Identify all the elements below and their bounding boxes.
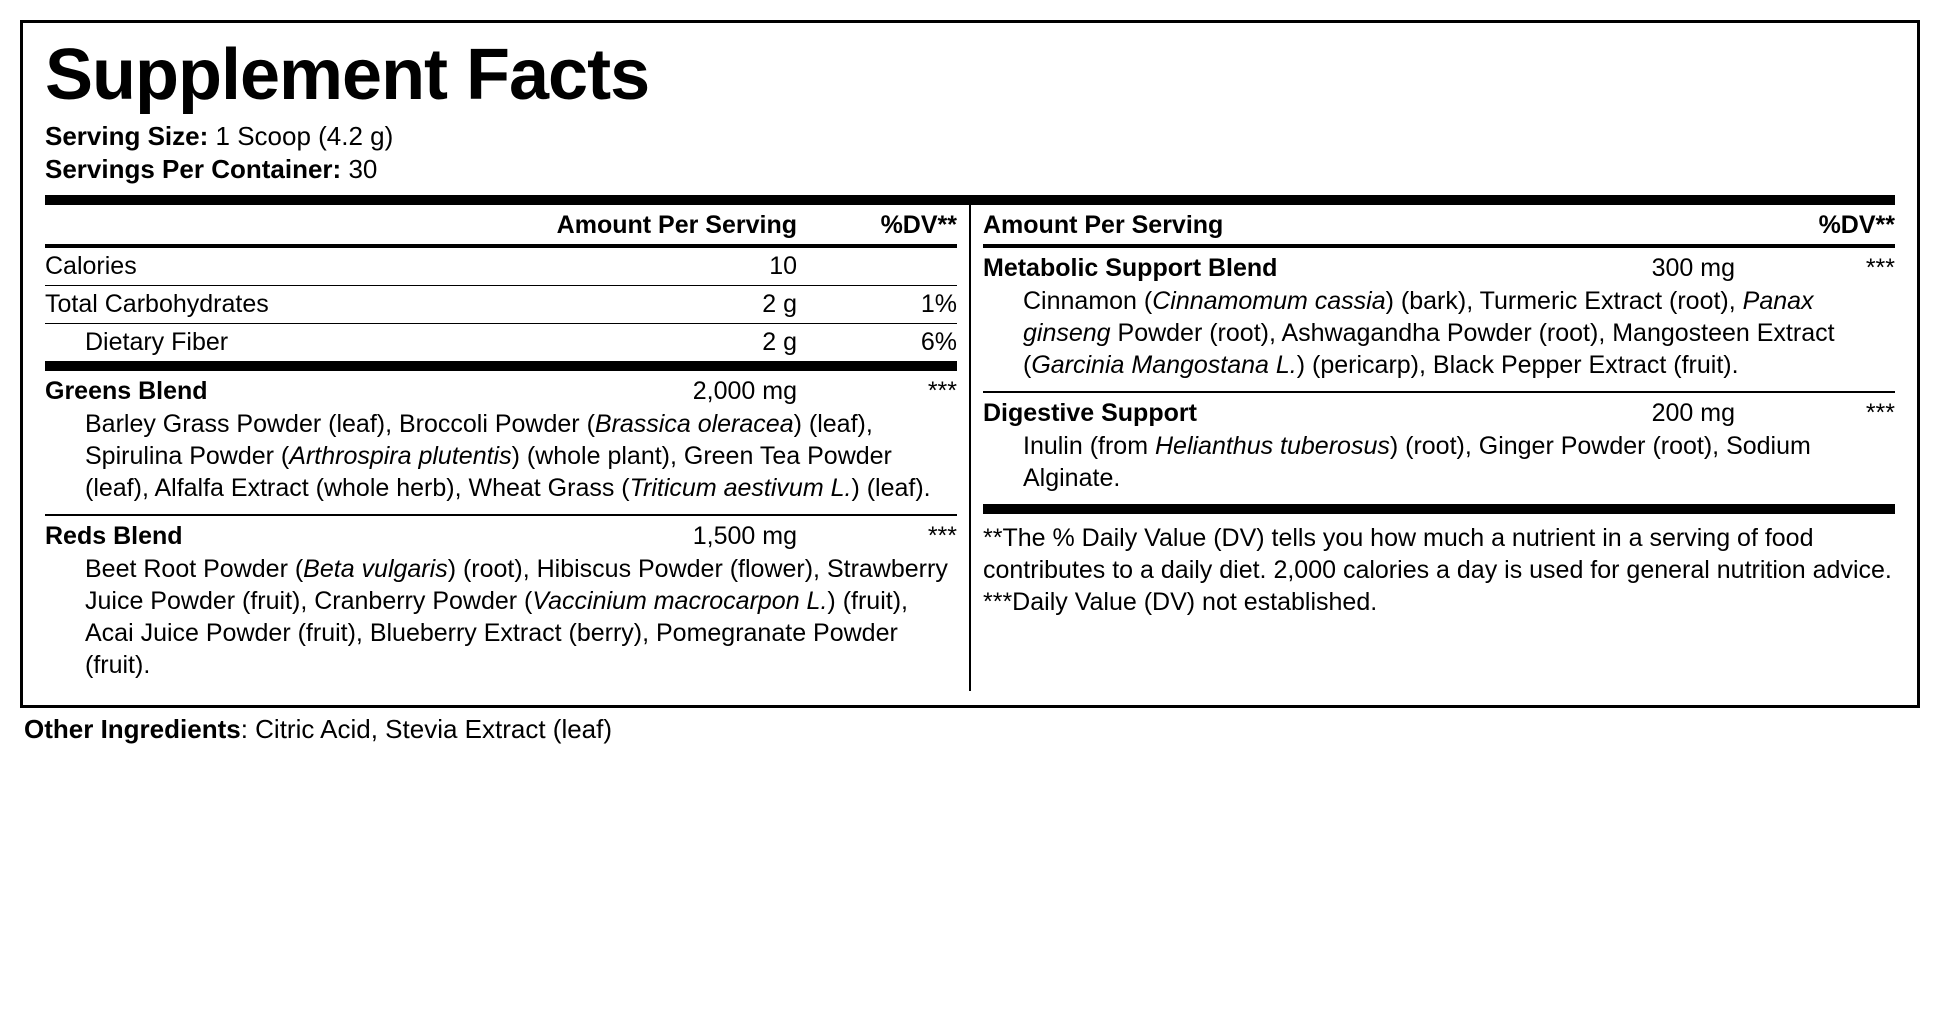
greens-name: Greens Blend [45, 377, 208, 406]
panel-title: Supplement Facts [45, 39, 1895, 111]
greens-dv: *** [837, 377, 957, 406]
blend-greens: Greens Blend 2,000 mg *** Barley Grass P… [45, 371, 957, 516]
left-mid-thick-rule [45, 361, 957, 371]
blend-reds: Reds Blend 1,500 mg *** Beet Root Powder… [45, 516, 957, 691]
serving-size-label: Serving Size: [45, 121, 208, 151]
row-fiber: Dietary Fiber 2 g 6% [45, 324, 957, 361]
right-mid-thick-rule [983, 504, 1895, 514]
digestive-body: Inulin (from Helianthus tuberosus) (root… [983, 428, 1895, 494]
left-column: Amount Per Serving %DV** Calories 10 Tot… [45, 205, 971, 691]
carbs-name: Total Carbohydrates [45, 290, 617, 319]
other-ingredients-line: Other Ingredients: Citric Acid, Stevia E… [20, 708, 1920, 745]
right-header-row: Amount Per Serving %DV** [983, 205, 1895, 248]
metabolic-amount: 300 mg [1555, 254, 1775, 283]
fiber-dv: 6% [837, 328, 957, 357]
calories-name: Calories [45, 252, 617, 281]
servings-per-value: 30 [348, 154, 377, 184]
reds-body: Beet Root Powder (Beta vulgaris) (root),… [45, 551, 957, 681]
calories-amount: 10 [617, 252, 837, 281]
greens-amount: 2,000 mg [617, 377, 837, 406]
reds-name: Reds Blend [45, 522, 183, 551]
footnotes: **The % Daily Value (DV) tells you how m… [983, 514, 1895, 618]
blend-metabolic: Metabolic Support Blend 300 mg *** Cinna… [983, 248, 1895, 393]
other-ingredients-value: : Citric Acid, Stevia Extract (leaf) [241, 714, 612, 744]
right-column: Amount Per Serving %DV** Metabolic Suppo… [971, 205, 1895, 691]
digestive-name: Digestive Support [983, 399, 1197, 428]
metabolic-head: Metabolic Support Blend 300 mg *** [983, 254, 1895, 283]
greens-head: Greens Blend 2,000 mg *** [45, 377, 957, 406]
header-dv-right: %DV** [1775, 211, 1895, 240]
reds-dv: *** [837, 522, 957, 551]
digestive-head: Digestive Support 200 mg *** [983, 399, 1895, 428]
reds-amount: 1,500 mg [617, 522, 837, 551]
top-thick-rule [45, 195, 1895, 205]
carbs-amount: 2 g [617, 290, 837, 319]
left-header-row: Amount Per Serving %DV** [45, 205, 957, 248]
metabolic-name: Metabolic Support Blend [983, 254, 1277, 283]
footnote-not-established: ***Daily Value (DV) not established. [983, 586, 1895, 618]
servings-per-line: Servings Per Container: 30 [45, 154, 1895, 185]
header-amount-per-serving: Amount Per Serving [45, 211, 837, 240]
row-carbs: Total Carbohydrates 2 g 1% [45, 286, 957, 324]
blend-digestive: Digestive Support 200 mg *** Inulin (fro… [983, 393, 1895, 504]
fiber-name: Dietary Fiber [45, 328, 617, 357]
supplement-facts-panel: Supplement Facts Serving Size: 1 Scoop (… [20, 20, 1920, 708]
digestive-dv: *** [1775, 399, 1895, 428]
footnote-dv: **The % Daily Value (DV) tells you how m… [983, 522, 1895, 586]
serving-size-value: 1 Scoop (4.2 g) [216, 121, 394, 151]
header-dv: %DV** [837, 211, 957, 240]
row-calories: Calories 10 [45, 248, 957, 286]
columns-wrapper: Amount Per Serving %DV** Calories 10 Tot… [45, 205, 1895, 691]
metabolic-dv: *** [1775, 254, 1895, 283]
greens-body: Barley Grass Powder (leaf), Broccoli Pow… [45, 406, 957, 504]
servings-per-label: Servings Per Container: [45, 154, 341, 184]
reds-head: Reds Blend 1,500 mg *** [45, 522, 957, 551]
other-ingredients-label: Other Ingredients [24, 714, 241, 744]
header-amount-per-serving-right: Amount Per Serving [983, 211, 1223, 240]
digestive-amount: 200 mg [1555, 399, 1775, 428]
metabolic-body: Cinnamon (Cinnamomum cassia) (bark), Tur… [983, 283, 1895, 381]
fiber-amount: 2 g [617, 328, 837, 357]
serving-size-line: Serving Size: 1 Scoop (4.2 g) [45, 121, 1895, 152]
carbs-dv: 1% [837, 290, 957, 319]
